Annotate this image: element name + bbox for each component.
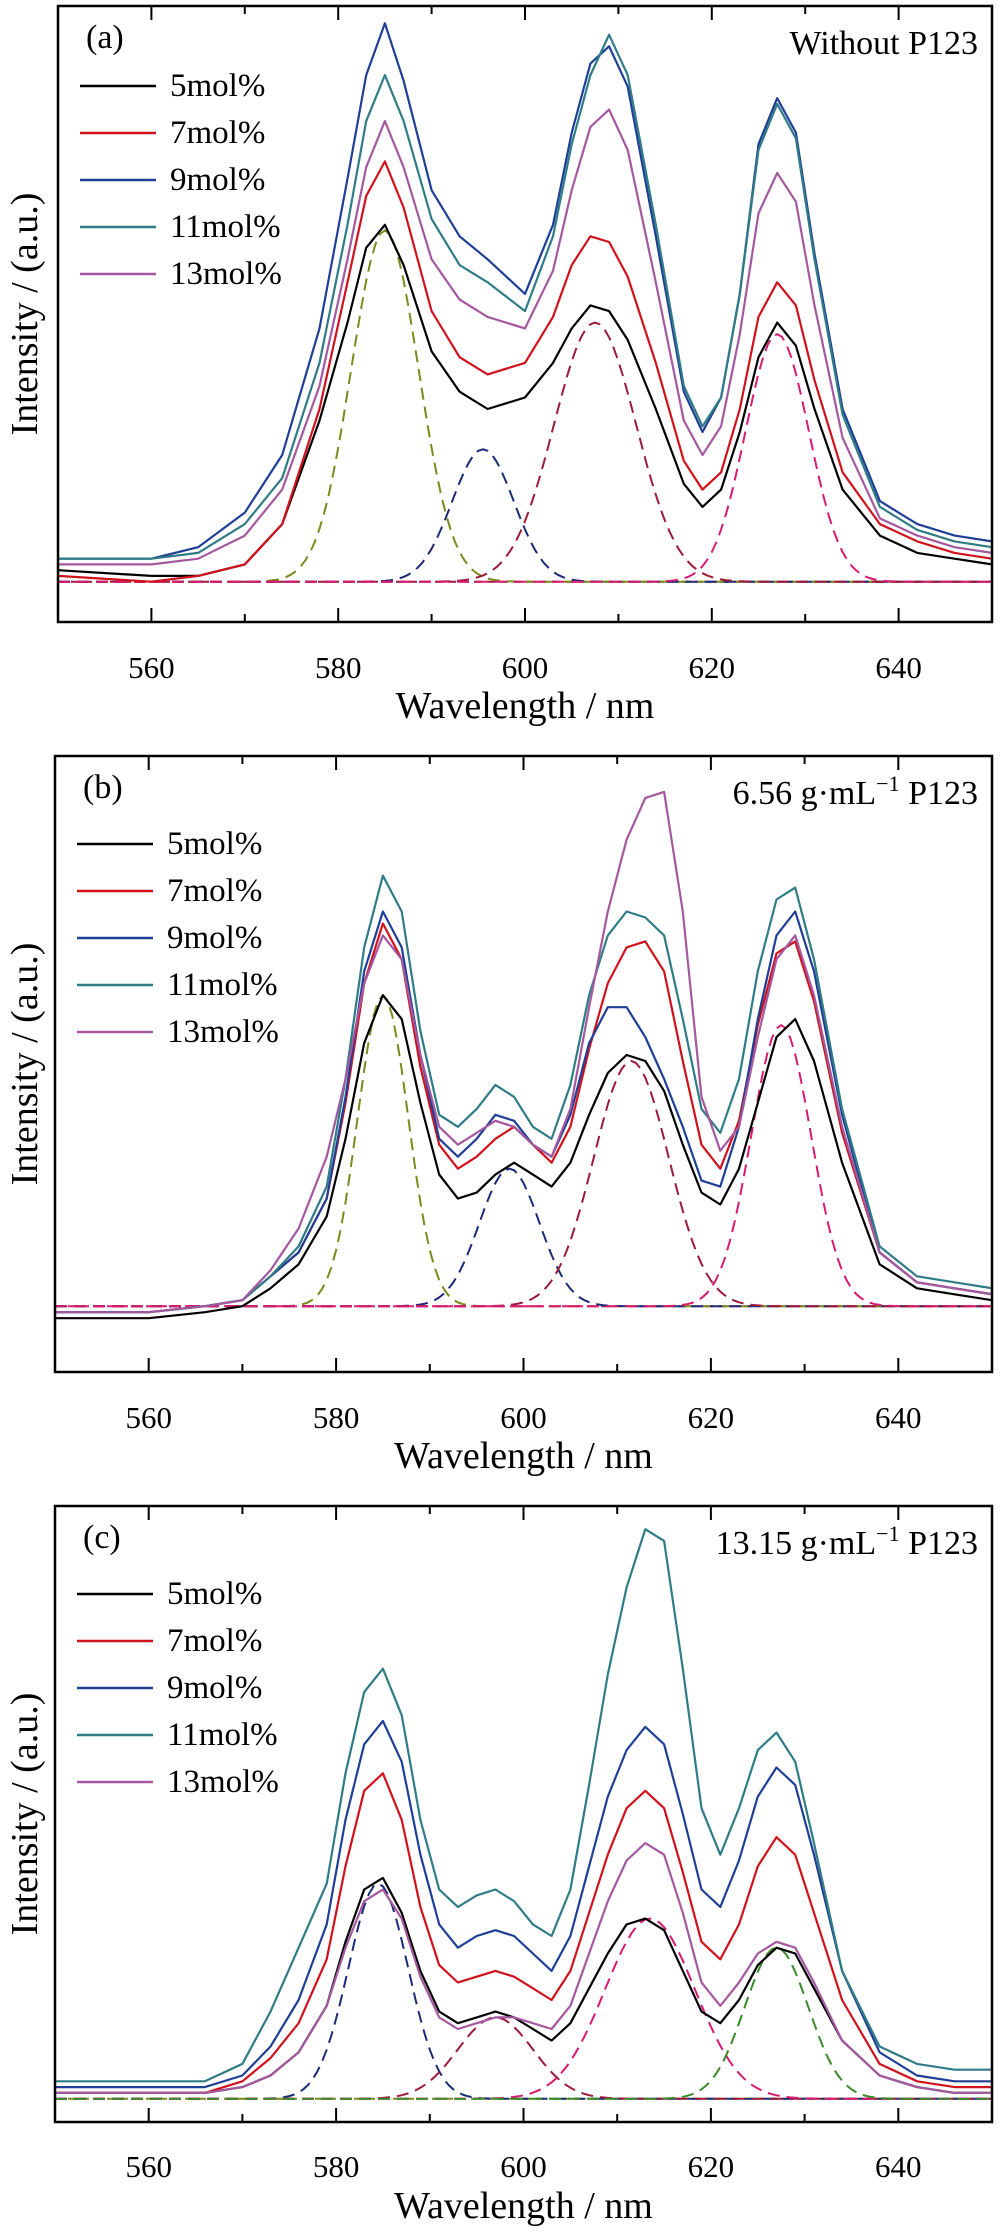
series-9molpct [55, 1719, 992, 2089]
legend-label: 9mol% [170, 162, 265, 198]
x-tick-label: 640 [875, 650, 922, 685]
legend-label: 11mol% [167, 1717, 278, 1753]
series-7molpct [55, 1772, 992, 2094]
plot-area [58, 22, 992, 583]
x-tick-label: 580 [313, 2149, 360, 2184]
series-13molpct [55, 1842, 992, 2094]
fit-peak-2 [58, 448, 992, 583]
fit-peak-4 [58, 332, 992, 583]
x-tick-label: 640 [875, 1400, 922, 1435]
legend-label: 7mol% [170, 115, 265, 151]
y-axis-label: Intensity / (a.u.) [4, 1693, 46, 1936]
series-11molpct [58, 33, 992, 560]
panel-tag: (b) [83, 769, 123, 806]
legend-label: 11mol% [170, 209, 281, 245]
panel-tag: (a) [86, 19, 124, 56]
series-13molpct [55, 790, 992, 1314]
x-tick-label: 600 [500, 1400, 547, 1435]
panel-b: 560 580 600 620 640 Wavelength / nm Intensity … [4, 754, 994, 1477]
series-5molpct [58, 223, 992, 577]
legend-label: 13mol% [167, 1764, 279, 1800]
legend-label: 13mol% [167, 1014, 279, 1050]
condition-label: Without P123 [790, 25, 978, 62]
x-axis-label: Wavelength / nm [396, 685, 655, 727]
x-tick-label: 620 [688, 1400, 735, 1435]
plot-area [55, 1528, 992, 2100]
legend-label: 5mol% [167, 1576, 262, 1612]
series-7molpct [58, 160, 992, 583]
panel-tag: (c) [83, 1519, 121, 1556]
legend-label: 5mol% [167, 826, 262, 862]
x-tick-label: 620 [688, 2149, 735, 2184]
legend-label: 9mol% [167, 920, 262, 956]
x-tick-label: 640 [875, 2149, 922, 2184]
y-axis-label: Intensity / (a.u.) [4, 193, 46, 436]
legend: 5mol% 7mol% 9mol% 11mol% 13mol% [77, 1576, 279, 1800]
legend-label: 13mol% [170, 256, 282, 292]
panel-c: 560 580 600 620 640 Wavelength / nm Intensity … [4, 1504, 994, 2227]
y-axis-label: Intensity / (a.u.) [4, 943, 46, 1186]
x-tick-label: 600 [500, 2149, 547, 2184]
legend-label: 9mol% [167, 1670, 262, 1706]
x-tick-label: 580 [313, 1400, 360, 1435]
x-axis-label: Wavelength / nm [394, 1435, 653, 1477]
x-tick-label: 620 [689, 650, 736, 685]
x-tick-label: 560 [125, 1400, 172, 1435]
series-13molpct [58, 108, 992, 566]
fit-peak-4 [55, 1946, 992, 2100]
legend-label: 7mol% [167, 1623, 262, 1659]
panel-a: 560 580 600 620 640 Wavelength / nm Intensity … [4, 4, 994, 727]
plot-area [55, 790, 992, 1320]
x-tick-label: 580 [315, 650, 362, 685]
x-axis-label: Wavelength / nm [394, 2185, 653, 2227]
legend-label: 5mol% [170, 68, 265, 104]
x-tick-label: 600 [502, 650, 549, 685]
series-5molpct [55, 1876, 992, 2094]
x-tick-label: 560 [128, 650, 175, 685]
legend-label: 7mol% [167, 873, 262, 909]
series-11molpct [55, 874, 992, 1314]
legend: 5mol% 7mol% 9mol% 11mol% 13mol% [80, 68, 282, 292]
legend-label: 11mol% [167, 967, 278, 1003]
condition-label: 13.15 g·mL−1 P123 [716, 1521, 978, 1562]
legend: 5mol% 7mol% 9mol% 11mol% 13mol% [77, 826, 279, 1050]
series-5molpct [55, 994, 992, 1320]
series-11molpct [55, 1528, 992, 2083]
x-tick-label: 560 [125, 2149, 172, 2184]
condition-label: 6.56 g·mL−1 P123 [733, 771, 978, 812]
